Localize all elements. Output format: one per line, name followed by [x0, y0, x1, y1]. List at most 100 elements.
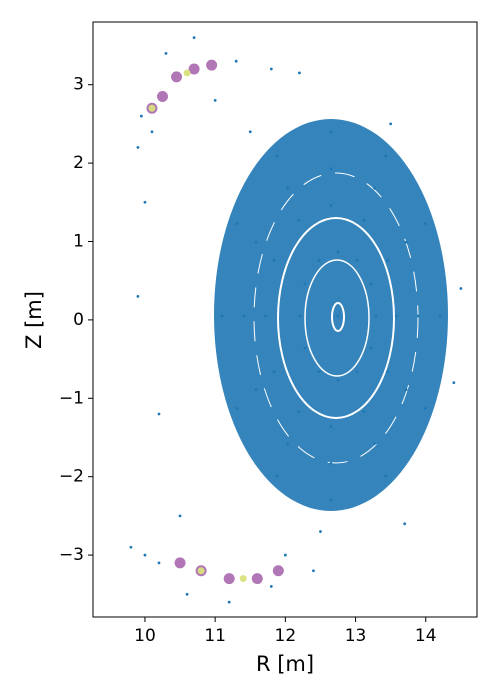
point	[438, 314, 442, 318]
point	[248, 130, 252, 134]
point	[336, 378, 340, 382]
point	[269, 585, 273, 588]
point	[452, 381, 456, 385]
point	[403, 522, 407, 526]
point	[220, 314, 224, 318]
point	[251, 573, 263, 585]
point	[329, 130, 333, 134]
point	[148, 104, 156, 112]
point	[373, 186, 376, 190]
x-axis-title: R [m]	[256, 652, 314, 676]
point	[136, 146, 140, 149]
point	[362, 218, 366, 222]
point	[275, 154, 279, 158]
point	[283, 553, 287, 557]
point	[269, 67, 273, 71]
point	[336, 250, 340, 254]
ring	[253, 172, 419, 464]
point	[329, 204, 333, 207]
point	[329, 425, 333, 428]
point	[171, 71, 183, 83]
point	[416, 314, 420, 318]
point	[235, 222, 239, 225]
backdrop	[214, 119, 448, 511]
point	[312, 569, 315, 573]
x-tick-label: 13	[345, 626, 367, 646]
y-tick-label: −3	[59, 545, 84, 565]
point	[178, 514, 182, 518]
point	[386, 258, 390, 262]
y-tick-label: −2	[59, 467, 84, 487]
point	[129, 545, 133, 549]
point	[143, 200, 147, 204]
x-tick-label: 12	[275, 626, 297, 646]
point	[297, 410, 301, 414]
y-tick-label: −1	[59, 388, 84, 408]
point	[164, 51, 168, 55]
point	[272, 370, 276, 374]
point	[369, 282, 373, 286]
point	[157, 412, 161, 416]
x-tick-label: 11	[204, 626, 226, 646]
ring	[304, 259, 370, 377]
point	[286, 442, 289, 446]
point	[384, 474, 388, 478]
ring	[277, 217, 395, 419]
point	[423, 222, 427, 225]
point	[197, 567, 205, 575]
point	[298, 314, 302, 318]
x-tick-label: 10	[134, 626, 156, 646]
point	[174, 557, 186, 569]
ring	[331, 302, 345, 332]
point	[423, 407, 427, 410]
point	[303, 346, 307, 350]
point	[404, 388, 408, 392]
point	[227, 600, 231, 604]
point	[384, 154, 388, 158]
point	[254, 240, 258, 244]
point	[297, 71, 301, 75]
point	[264, 314, 268, 318]
point	[272, 258, 276, 262]
point	[235, 407, 239, 410]
point	[386, 370, 390, 374]
point	[239, 575, 247, 583]
point	[223, 573, 235, 585]
point	[254, 388, 258, 392]
point	[319, 530, 322, 533]
x-tick-label: 14	[415, 626, 437, 646]
point	[213, 98, 217, 102]
y-tick-label: 2	[73, 153, 84, 173]
point	[389, 122, 393, 126]
point	[355, 258, 359, 262]
point	[286, 186, 289, 190]
point	[329, 167, 333, 170]
point	[150, 130, 154, 134]
point	[188, 63, 200, 75]
y-tick-label: 3	[73, 75, 84, 95]
point	[369, 346, 373, 350]
point	[336, 314, 340, 318]
cloud	[214, 119, 448, 511]
point	[157, 561, 161, 565]
point	[404, 240, 408, 244]
point	[459, 287, 463, 290]
point	[192, 36, 196, 40]
point	[183, 69, 191, 77]
point	[355, 370, 359, 374]
point	[329, 461, 333, 465]
point	[329, 498, 333, 502]
point	[272, 565, 284, 577]
point	[136, 294, 140, 298]
point	[394, 314, 398, 318]
point	[297, 218, 301, 222]
point	[275, 474, 279, 478]
point	[143, 553, 147, 557]
point	[374, 314, 378, 318]
point	[242, 314, 246, 318]
point	[140, 114, 143, 118]
point	[373, 442, 376, 446]
point	[303, 282, 307, 286]
y-tick-label: 0	[73, 310, 84, 330]
